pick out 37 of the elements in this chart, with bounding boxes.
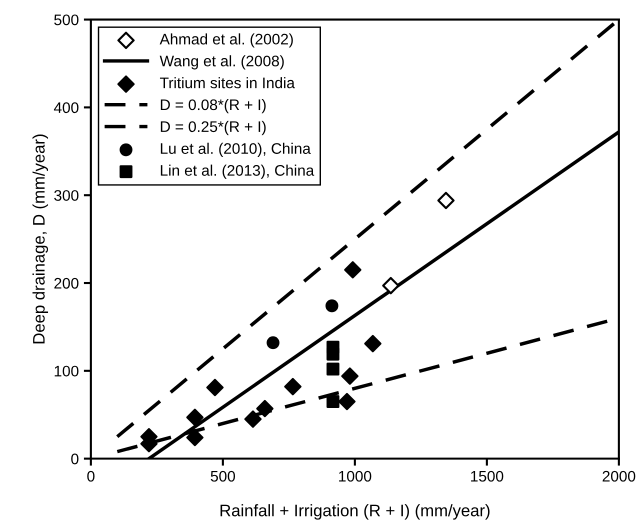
point [186, 408, 204, 426]
y-tick-label: 200 [54, 278, 78, 289]
point [382, 277, 400, 294]
y-tick-label: 100 [54, 366, 78, 377]
x-tick-label: 1000 [339, 470, 372, 482]
legend-label: Tritium sites in India [160, 77, 295, 88]
legend-label: Wang et al. (2008) [160, 55, 284, 70]
point [325, 299, 338, 312]
point [326, 348, 340, 361]
point [266, 336, 280, 350]
point [206, 378, 224, 396]
legend-label: Ahmad et al. (2002) [160, 33, 293, 48]
point [284, 378, 302, 396]
y-tick-label: 0 [71, 454, 78, 464]
point [186, 428, 204, 446]
y-axis-title: Deep drainage, D (mm/year) [32, 134, 48, 344]
legend-label: D = 0.25*(R + I) [160, 120, 266, 136]
point [364, 334, 382, 352]
point [326, 395, 340, 408]
y-tick-label: 400 [54, 102, 78, 114]
point [256, 400, 274, 418]
point [244, 410, 262, 428]
legend-label: D = 0.08*(R + I) [160, 98, 266, 114]
x-tick-label: 1500 [471, 470, 504, 482]
y-tick-label: 500 [54, 14, 78, 26]
point [338, 392, 356, 410]
x-tick-label: 0 [87, 470, 95, 482]
y-tick-label: 300 [54, 190, 78, 201]
point [437, 192, 455, 210]
point [341, 367, 359, 385]
point [344, 261, 362, 278]
x-tick-label: 500 [210, 470, 236, 482]
x-tick-label: 2000 [602, 470, 636, 482]
x-axis-title: Rainfall + Irrigation (R + I) (mm/year) [220, 504, 490, 520]
legend-label: Lin et al. (2013), China [160, 164, 314, 179]
legend-label: Lu et al. (2010), China [160, 142, 311, 157]
point [326, 362, 340, 376]
